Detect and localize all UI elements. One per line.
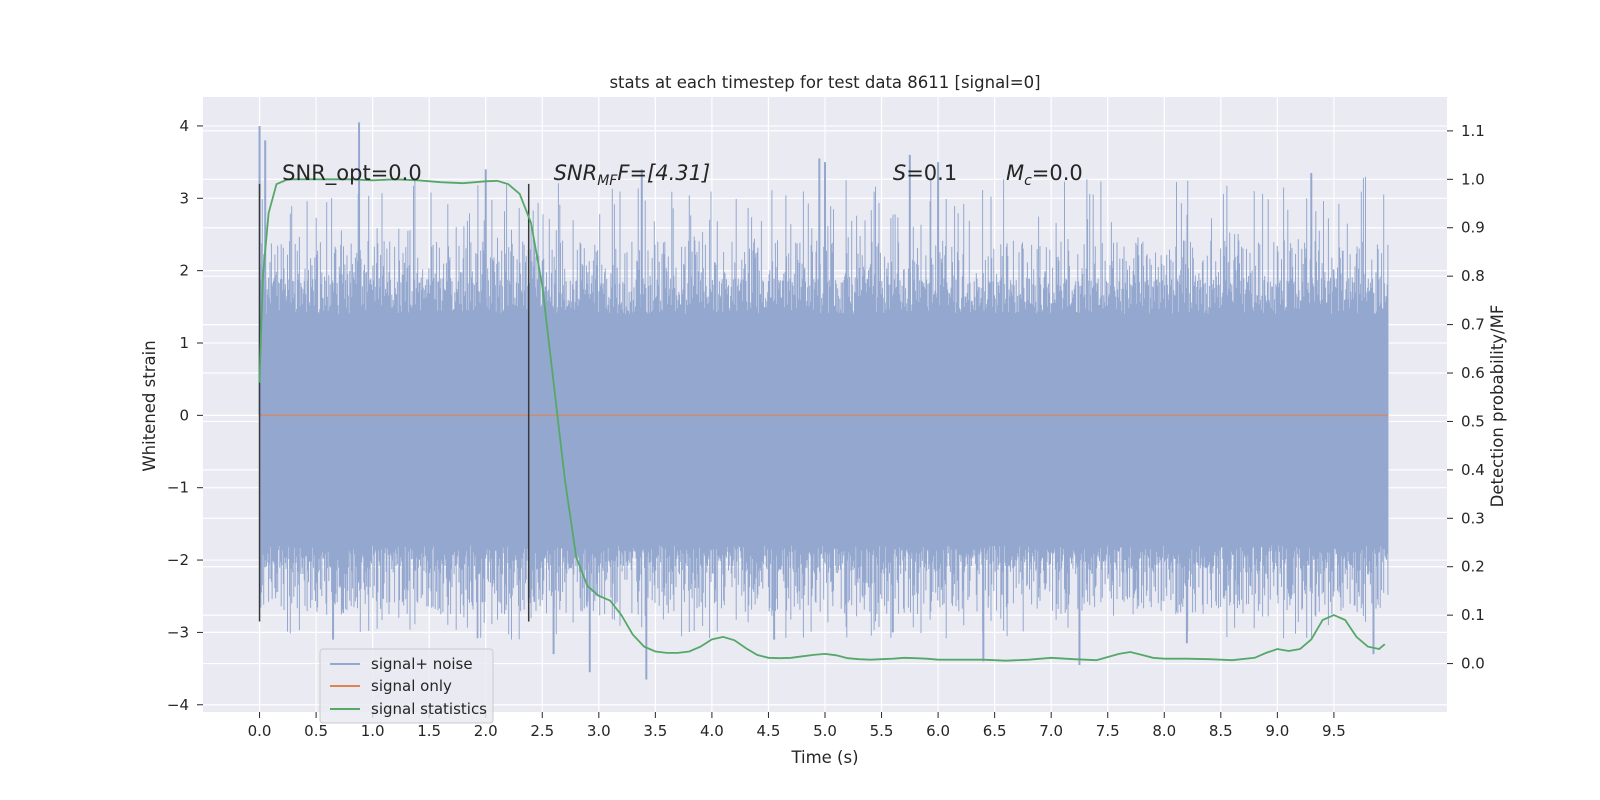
y-left-tick-label-0: −4	[167, 696, 189, 714]
x-tick-label-6: 3.0	[587, 722, 611, 740]
x-axis-label: Time (s)	[790, 748, 858, 767]
y-right-tick-label-7: 0.7	[1461, 316, 1485, 334]
legend-label-signal-only: signal only	[371, 677, 452, 695]
x-tick-label-11: 5.5	[870, 722, 894, 740]
y-right-tick-label-4: 0.4	[1461, 461, 1485, 479]
annotation-mc-main: M	[1006, 161, 1024, 185]
chart-title: stats at each timestep for test data 861…	[609, 73, 1040, 92]
x-tick-label-16: 8.0	[1152, 722, 1176, 740]
annotation-mc: Mc=0.0	[1006, 161, 1083, 189]
x-tick-label-19: 9.5	[1322, 722, 1346, 740]
legend: signal+ noise signal only signal statist…	[319, 648, 494, 724]
x-tick-label-2: 1.0	[361, 722, 385, 740]
annotation-snr-opt: SNR_opt=0.0	[282, 161, 422, 186]
y-left-tick-label-1: −3	[167, 623, 189, 641]
y-right-tick-label-10: 1.0	[1461, 170, 1485, 188]
annotation-mc-tail: =0.0	[1032, 161, 1083, 185]
x-tick-label-14: 7.0	[1039, 722, 1063, 740]
series-signal-statistics	[258, 178, 1386, 662]
axes: 0.0 0.5 1.0 1.5 2.0 2.5 3.0 3.5 4.0 4.5 5.0 5.5 6.0 6…	[167, 117, 1485, 740]
annotation-snr-mf-tail: F=[4.31]	[617, 161, 710, 185]
annotation-mc-sub: c	[1024, 173, 1032, 189]
x-tick-label-1: 0.5	[304, 722, 328, 740]
x-tick-label-15: 7.5	[1096, 722, 1120, 740]
y-right-tick-label-5: 0.5	[1461, 412, 1485, 430]
series-signal-noise-core	[259, 314, 1389, 546]
x-tick-label-3: 1.5	[417, 722, 441, 740]
x-tick-label-9: 4.5	[757, 722, 781, 740]
x-tick-label-4: 2.0	[474, 722, 498, 740]
legend-label-signal-noise: signal+ noise	[371, 655, 473, 673]
annotation-snr-mf-sub: MF	[597, 173, 618, 189]
annotation-s-main: S	[893, 161, 906, 185]
annotation-s-tail: =0.1	[906, 161, 957, 185]
y-axis-label-right: Detection probability/MF	[1488, 305, 1507, 508]
y-right-tick-label-11: 1.1	[1461, 122, 1485, 140]
legend-box	[319, 648, 494, 724]
legend-label-signal-statistics: signal statistics	[371, 700, 487, 718]
y-right-tick-label-9: 0.9	[1461, 219, 1485, 237]
x-tick-label-5: 2.5	[530, 722, 554, 740]
y-left-tick-label-5: 1	[179, 334, 189, 352]
y-left-tick-label-7: 3	[179, 189, 189, 207]
y-right-tick-label-2: 0.2	[1461, 558, 1485, 576]
annotation-snr-mf: SNRMFF=[4.31]	[554, 161, 711, 189]
y-axis-label-left: Whitened strain	[140, 340, 159, 471]
y-left-tick-label-6: 2	[179, 262, 189, 280]
y-left-tick-label-8: 4	[179, 117, 189, 135]
plot-area	[258, 122, 1389, 680]
x-tick-label-8: 4.0	[700, 722, 724, 740]
x-tick-label-10: 5.0	[813, 722, 837, 740]
y-right-tick-label-1: 0.1	[1461, 606, 1485, 624]
y-left-tick-label-2: −2	[167, 551, 189, 569]
x-tick-label-7: 3.5	[643, 722, 667, 740]
annotation-s: S=0.1	[893, 161, 957, 185]
y-right-tick-label-6: 0.6	[1461, 364, 1485, 382]
x-tick-label-17: 8.5	[1209, 722, 1233, 740]
annotation-snr-mf-main: SNR	[554, 161, 598, 185]
y-right-tick-label-3: 0.3	[1461, 509, 1485, 527]
x-tick-label-13: 6.5	[983, 722, 1007, 740]
y-right-tick-label-8: 0.8	[1461, 267, 1485, 285]
annotations: SNR_opt=0.0 SNRMFF=[4.31] S=0.1 Mc=0.0	[282, 161, 1083, 189]
y-right-tick-label-0: 0.0	[1461, 655, 1485, 673]
x-tick-label-12: 6.0	[926, 722, 950, 740]
y-left-tick-label-4: 0	[179, 406, 189, 424]
x-tick-label-18: 9.0	[1265, 722, 1289, 740]
x-tick-label-0: 0.0	[248, 722, 272, 740]
y-left-tick-label-3: −1	[167, 479, 189, 497]
